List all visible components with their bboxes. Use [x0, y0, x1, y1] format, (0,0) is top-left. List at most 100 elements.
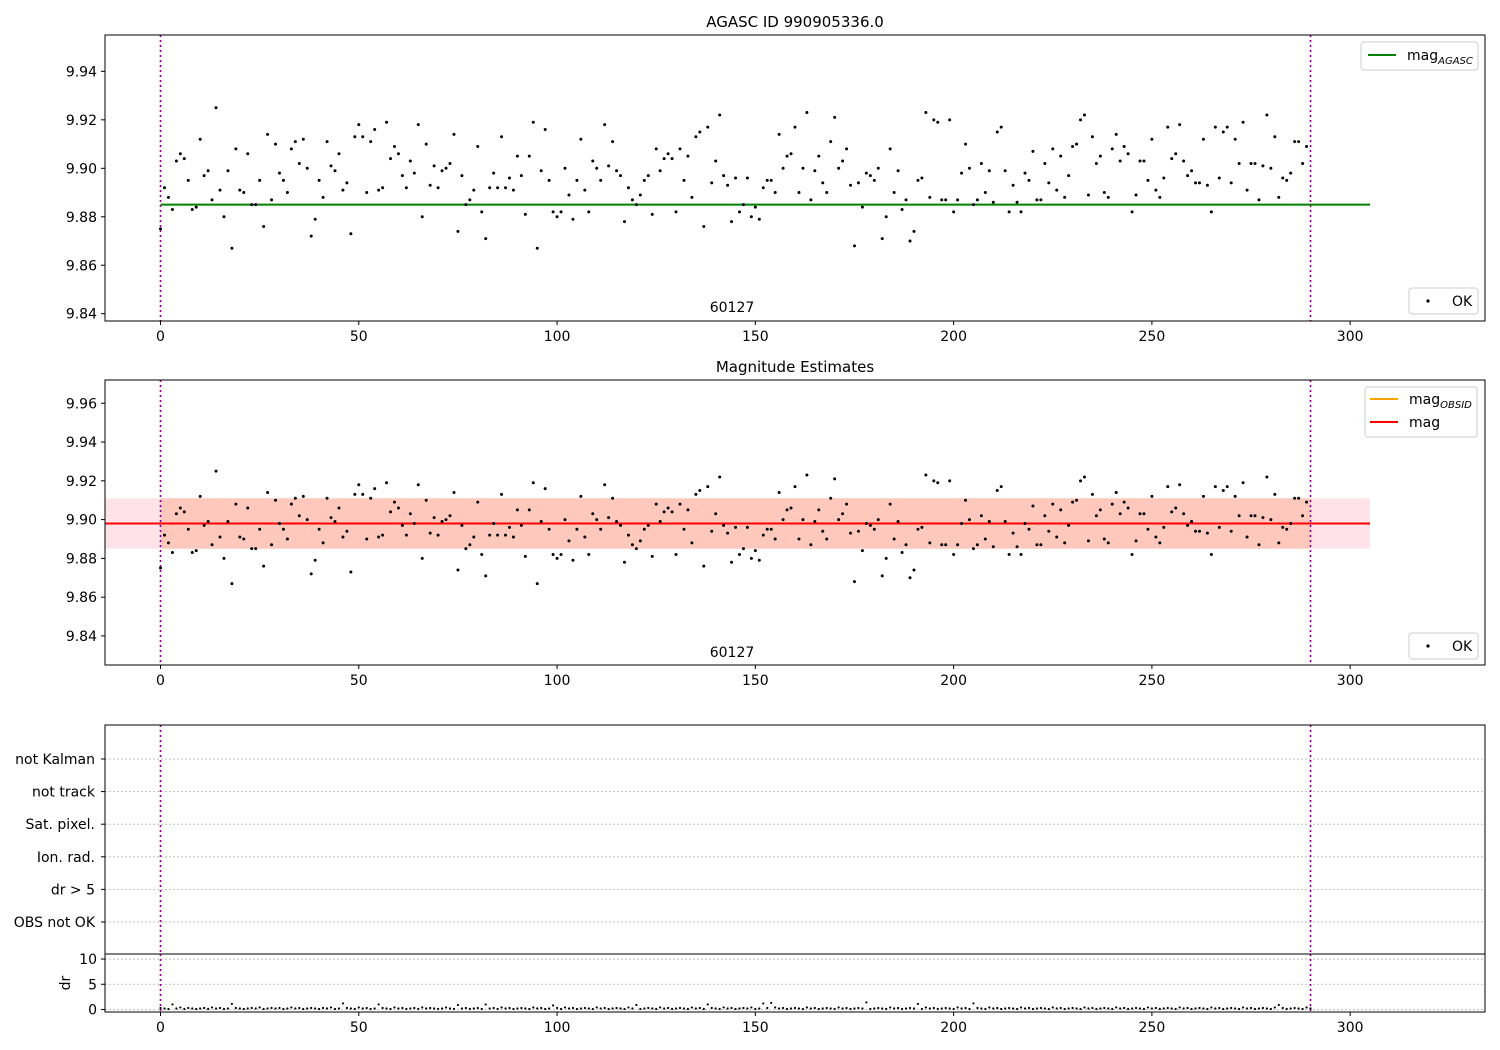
mag-point	[385, 120, 389, 124]
mag-point	[1094, 514, 1098, 518]
mag-point	[852, 580, 856, 584]
dr-point	[1004, 1007, 1007, 1010]
dr-point	[266, 1007, 269, 1010]
mag-point	[464, 203, 468, 207]
mag-point	[896, 520, 900, 524]
mag-point	[603, 123, 607, 127]
dr-point	[274, 1007, 277, 1010]
agasc-points-legend-label: OK	[1452, 294, 1473, 310]
mag-point	[1063, 195, 1067, 199]
dr-point	[210, 1006, 214, 1009]
dr-point	[1289, 1007, 1292, 1010]
dr-point	[793, 1006, 797, 1010]
mag-point	[408, 512, 412, 516]
dr-point	[952, 1007, 955, 1011]
mag-point	[500, 135, 504, 139]
dr-point	[873, 1007, 876, 1010]
mag-point	[813, 169, 817, 173]
magnitude-xtick-label: 300	[1337, 673, 1364, 689]
mag-point	[599, 527, 603, 531]
mag-point	[424, 498, 428, 502]
mag-point	[591, 159, 595, 163]
mag-point	[1241, 481, 1245, 485]
dr-point	[492, 1006, 495, 1010]
mag-point	[1269, 518, 1273, 522]
mag-point	[1011, 531, 1015, 535]
dr-point	[337, 1007, 341, 1010]
mag-point	[472, 535, 476, 539]
dr-point	[1146, 1006, 1150, 1009]
mag-point	[270, 198, 274, 202]
mag-point	[1011, 183, 1015, 187]
mag-point	[1170, 510, 1174, 514]
dr-point	[821, 1007, 824, 1010]
mag-point	[1106, 195, 1110, 199]
mag-point	[210, 543, 214, 547]
mag-point	[496, 186, 500, 190]
dr-point	[282, 1007, 285, 1011]
mag-point	[1086, 193, 1090, 197]
mag-point	[849, 183, 853, 187]
mag-point	[1154, 535, 1158, 539]
mag-point	[1098, 508, 1102, 512]
dr-point	[528, 1007, 531, 1011]
mag-point	[424, 142, 428, 146]
dr-point	[286, 1007, 289, 1010]
mag-point	[908, 576, 912, 580]
mag-point	[785, 508, 789, 512]
mag-point	[559, 210, 563, 214]
dr-point	[774, 1006, 777, 1009]
dr-point	[825, 1006, 828, 1010]
dr-point	[785, 1007, 789, 1011]
mag-point	[892, 537, 896, 541]
dr-point	[897, 1006, 900, 1010]
dr-ytick-label: 5	[88, 977, 97, 993]
mag-point	[1162, 525, 1166, 529]
dr-point	[373, 1007, 376, 1010]
dr-panel-frame	[104, 953, 1486, 1013]
mag-point	[1293, 496, 1297, 500]
mag-point	[745, 176, 749, 180]
mag-point	[789, 506, 793, 510]
mag-point	[896, 169, 900, 173]
dr-point	[365, 1006, 368, 1010]
mag-point	[258, 178, 262, 182]
mag-point	[1277, 195, 1281, 199]
mag-point	[543, 128, 547, 132]
dr-point	[437, 1007, 440, 1011]
mag-point	[214, 106, 218, 110]
mag-point	[650, 554, 654, 558]
magnitude-xtick-label: 200	[940, 673, 967, 689]
mag-point	[1090, 135, 1094, 139]
mag-point	[515, 154, 519, 158]
mag-point	[218, 535, 222, 539]
dr-point	[290, 1006, 293, 1009]
dr-point	[956, 1006, 959, 1009]
dr-point	[1309, 1007, 1312, 1010]
dr-point	[524, 1007, 527, 1010]
mag-point	[583, 188, 587, 192]
mag-point	[920, 525, 924, 529]
dr-point	[1269, 1007, 1272, 1011]
dr-point	[738, 1007, 741, 1010]
magnitude-ytick-label: 9.96	[66, 396, 97, 412]
mag-point	[432, 164, 436, 168]
mag-point	[523, 212, 527, 216]
mag-point	[630, 543, 634, 547]
mag-point	[1090, 492, 1094, 496]
mag-point	[777, 132, 781, 136]
dr-point	[555, 1006, 559, 1010]
dr-point	[936, 1007, 939, 1011]
mag-point	[365, 191, 369, 195]
dr-point	[944, 1006, 947, 1010]
dr-point	[960, 1007, 963, 1010]
dr-point	[968, 1007, 971, 1011]
dr-point	[512, 1007, 515, 1011]
mag-point	[357, 123, 361, 127]
mag-point	[1237, 161, 1241, 165]
mag-point	[801, 166, 805, 170]
mag-point	[1190, 169, 1194, 173]
mag-point	[198, 494, 202, 498]
dr-point	[444, 1006, 448, 1009]
